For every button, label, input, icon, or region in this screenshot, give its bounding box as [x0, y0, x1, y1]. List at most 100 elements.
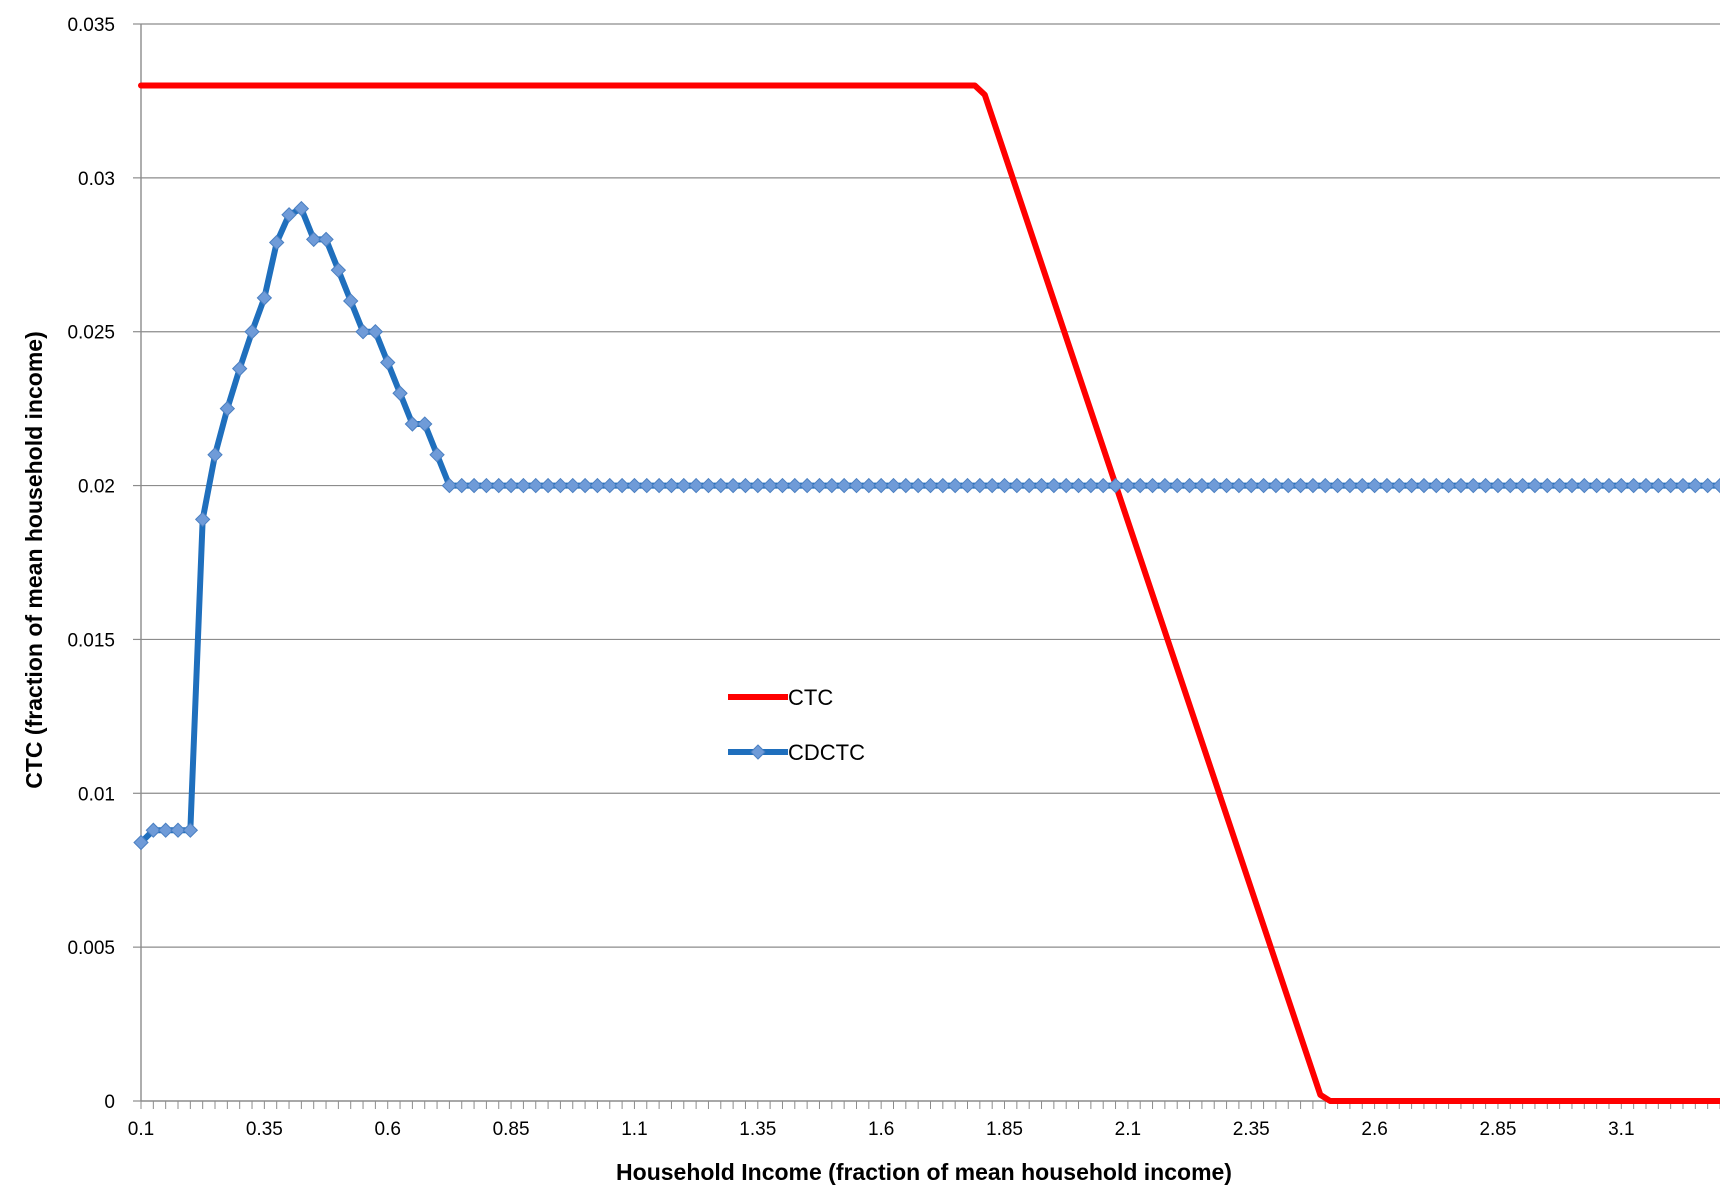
cdctc-marker [367, 324, 384, 340]
cdctc-marker [1058, 477, 1074, 494]
cdctc-marker [380, 354, 396, 371]
y-tick-label: 0.005 [67, 938, 115, 959]
cdctc-marker [182, 822, 199, 838]
cdctc-marker [145, 822, 162, 838]
cdctc-marker [515, 477, 532, 494]
legend: CTC CDCTC [728, 685, 865, 765]
cdctc-marker [429, 447, 445, 463]
cdctc-marker [1169, 477, 1185, 494]
cdctc-marker [688, 477, 704, 494]
x-tick-label: 2.1 [1115, 1119, 1141, 1140]
cdctc-marker [330, 262, 347, 278]
y-tick-label: 0.035 [67, 15, 115, 36]
cdctc-marker [1243, 477, 1259, 494]
cdctc-marker [503, 477, 519, 494]
cdctc-marker [824, 477, 840, 494]
cdctc-marker [466, 477, 482, 494]
cdctc-marker [1009, 477, 1025, 494]
legend-marker [750, 744, 766, 760]
x-tick-label: 0.6 [375, 1119, 401, 1140]
cdctc-marker [1083, 477, 1099, 494]
x-tick-label: 0.85 [493, 1119, 530, 1140]
cdctc-marker [528, 477, 544, 494]
cdctc-marker [1687, 477, 1704, 494]
cdctc-marker [787, 477, 803, 494]
cdctc-marker [281, 207, 297, 223]
cdctc-marker [194, 511, 211, 528]
cdctc-marker [133, 834, 149, 851]
cdctc-marker [565, 477, 581, 494]
cdctc-marker [256, 290, 273, 306]
cdctc-marker [811, 477, 828, 494]
cdctc-marker [1317, 477, 1333, 494]
cdctc-marker [441, 477, 458, 494]
cdctc-marker [1588, 477, 1605, 494]
cdctc-marker [639, 477, 655, 494]
cdctc-marker [1712, 477, 1720, 494]
x-tick-label: 2.35 [1233, 1119, 1270, 1140]
cdctc-marker [1255, 477, 1272, 494]
cdctc-marker [1453, 477, 1469, 494]
cdctc-marker [1440, 477, 1457, 494]
cdctc-marker [540, 477, 556, 494]
cdctc-marker [1539, 477, 1556, 494]
x-tick-label: 3.1 [1608, 1119, 1634, 1140]
series-cdctc [133, 200, 1720, 851]
cdctc-marker [577, 477, 593, 494]
cdctc-marker [737, 477, 754, 494]
cdctc-marker [355, 324, 371, 340]
cdctc-marker [1231, 477, 1247, 494]
cdctc-marker [725, 477, 741, 494]
cdctc-marker [1354, 477, 1370, 494]
cdctc-marker [244, 324, 260, 340]
cdctc-marker [1132, 477, 1148, 494]
cdctc-marker [1403, 477, 1420, 494]
cdctc-marker [1699, 477, 1716, 494]
x-tick-label: 0.1 [128, 1119, 154, 1140]
cdctc-marker [848, 477, 865, 494]
cdctc-marker [1379, 477, 1395, 494]
cdctc-marker [1046, 477, 1062, 494]
cdctc-marker [1070, 477, 1087, 494]
y-tick-label: 0.025 [67, 323, 115, 344]
cdctc-marker [1650, 477, 1667, 494]
y-tick-label: 0.03 [78, 169, 115, 190]
cdctc-marker [935, 477, 951, 494]
cdctc-marker [478, 477, 495, 494]
cdctc-marker [1292, 477, 1309, 494]
cdctc-marker [1280, 477, 1296, 494]
cdctc-marker [1601, 477, 1617, 494]
ctc-line [138, 82, 1720, 1104]
cdctc-marker [305, 231, 322, 248]
cdctc-marker [1638, 477, 1654, 494]
x-axis-title: Household Income (fraction of mean house… [616, 1159, 1232, 1185]
cdctc-marker [861, 477, 877, 494]
cdctc-line [138, 205, 1720, 846]
cdctc-marker [1662, 477, 1679, 494]
cdctc-marker [1391, 477, 1407, 494]
cdctc-marker [491, 477, 507, 494]
cdctc-marker [1675, 477, 1691, 494]
cdctc-marker [799, 477, 815, 494]
y-tick-label: 0.01 [78, 784, 115, 805]
cdctc-marker [293, 200, 310, 217]
x-tick-label: 2.6 [1361, 1119, 1387, 1140]
cdctc-marker [1329, 477, 1346, 494]
cdctc-marker [1144, 477, 1161, 494]
y-tick-label: 0.015 [67, 630, 115, 651]
cdctc-marker [1107, 477, 1124, 494]
cdctc-marker [713, 477, 729, 494]
cdctc-marker [1564, 477, 1580, 494]
cdctc-marker [1465, 477, 1481, 494]
cdctc-marker [392, 385, 408, 401]
legend-label: CTC [788, 685, 833, 710]
axes [133, 23, 1720, 1109]
cdctc-marker [268, 234, 285, 251]
cdctc-marker [1157, 477, 1173, 494]
y-tick-label: 0.02 [78, 477, 115, 498]
cdctc-marker [762, 477, 778, 494]
cdctc-marker [700, 477, 717, 494]
cdctc-marker [602, 477, 618, 494]
y-tick-label: 0 [104, 1092, 115, 1113]
